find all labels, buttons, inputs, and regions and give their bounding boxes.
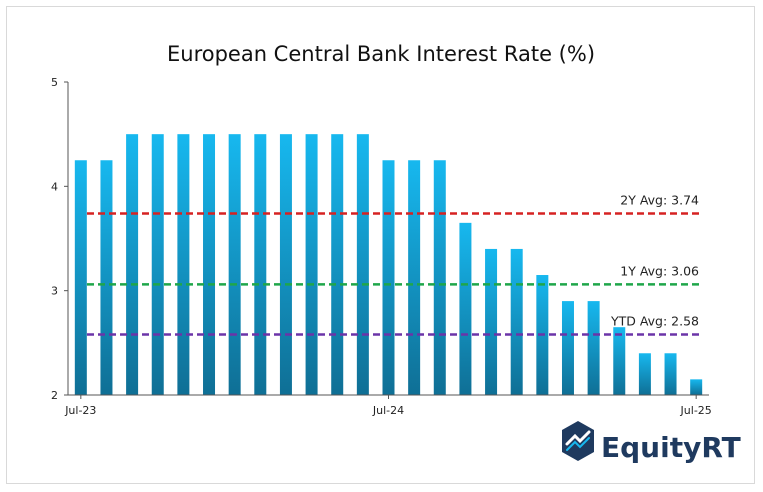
bar [126, 134, 139, 395]
bar [331, 134, 344, 395]
bar [613, 327, 626, 395]
logo-text: EquityRT [601, 431, 741, 464]
equityrt-logo: EquityRT [562, 421, 741, 464]
bar [279, 134, 292, 395]
bar [459, 222, 472, 395]
y-tick-label: 3 [51, 285, 58, 298]
bar [177, 134, 190, 395]
bar [203, 134, 216, 395]
bar [100, 160, 113, 395]
x-tick-label: Jul-24 [372, 404, 404, 417]
x-tick-label: Jul-23 [64, 404, 96, 417]
reference-line-label: 1Y Avg: 3.06 [620, 263, 699, 278]
bar [356, 134, 369, 395]
bar [587, 301, 600, 395]
reference-line-label: 2Y Avg: 3.74 [620, 192, 699, 207]
bar [690, 379, 703, 395]
bar [228, 134, 241, 395]
bar [638, 353, 651, 395]
bar [664, 353, 677, 395]
bar [382, 160, 395, 395]
bar [74, 160, 87, 395]
chart-title: European Central Bank Interest Rate (%) [167, 42, 595, 66]
logo-icon [562, 421, 594, 461]
bars-group [74, 134, 703, 395]
y-tick-label: 2 [51, 389, 58, 402]
x-tick-label: Jul-25 [680, 404, 712, 417]
bar [433, 160, 446, 395]
reference-line-label: YTD Avg: 2.58 [610, 313, 699, 328]
y-tick-label: 5 [51, 76, 58, 89]
bar [510, 248, 523, 395]
bar [408, 160, 421, 395]
reference-lines-group: 2Y Avg: 3.74 1Y Avg: 3.06 YTD Avg: 2.58 [87, 192, 703, 336]
bar [305, 134, 318, 395]
y-tick-label: 4 [51, 180, 58, 193]
axes-group: 2 3 4 5 Jul-23 Jul-24 Jul-25 [51, 76, 712, 417]
bar [151, 134, 164, 395]
bar [561, 301, 574, 395]
bar [254, 134, 267, 395]
bar [485, 248, 498, 395]
